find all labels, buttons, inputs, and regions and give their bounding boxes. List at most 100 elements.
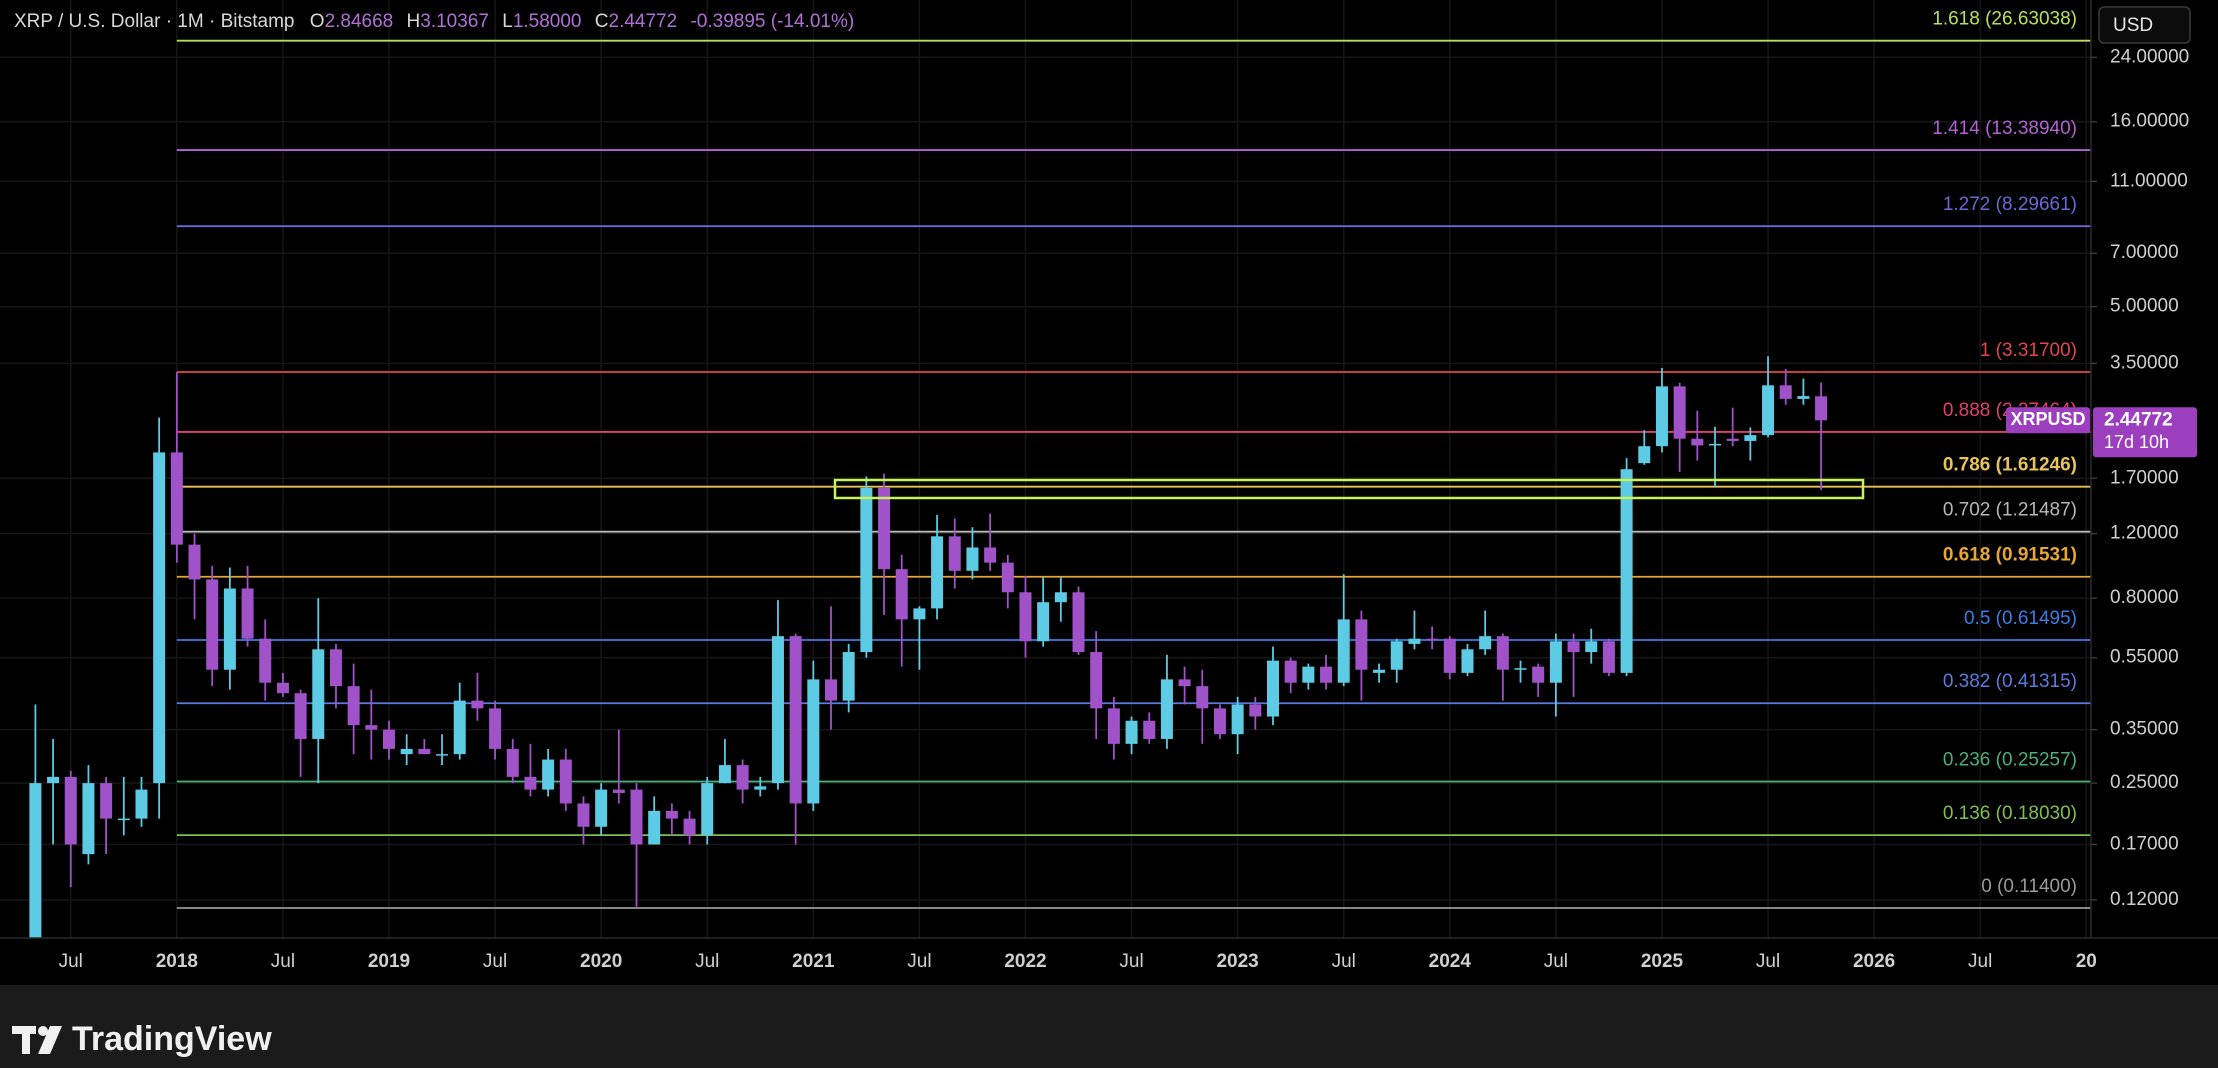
- candle-body: [1160, 679, 1173, 739]
- candle-body: [1638, 446, 1651, 464]
- candle-body: [1426, 638, 1439, 641]
- logo-part: [38, 1026, 62, 1054]
- x-tick-label: 2019: [368, 951, 410, 972]
- candle-body: [1532, 666, 1545, 683]
- candle-body: [931, 536, 944, 609]
- currency-label[interactable]: USD: [2113, 15, 2153, 36]
- candle-body: [82, 783, 95, 855]
- fib-label: 0.236 (0.25257): [1943, 750, 2077, 771]
- candle-body: [1125, 720, 1138, 744]
- x-tick-label: Jul: [1119, 951, 1143, 972]
- candle-body: [47, 776, 60, 784]
- candle-body: [453, 700, 466, 755]
- candle-body: [665, 810, 678, 819]
- candle-body: [1284, 660, 1297, 683]
- y-tick-label: 7.00000: [2110, 242, 2179, 263]
- y-tick-label: 16.00000: [2110, 111, 2189, 132]
- candle-body: [842, 652, 855, 701]
- x-tick-label: Jul: [1332, 951, 1356, 972]
- candle-body: [984, 547, 997, 563]
- candle-body: [1797, 396, 1810, 399]
- badge-countdown: 17d 10h: [2104, 432, 2169, 452]
- candle-body: [1037, 602, 1050, 642]
- candle-body: [1779, 385, 1792, 399]
- x-tick-label: 2024: [1429, 951, 1472, 972]
- candle-body: [948, 536, 961, 571]
- candle-body: [64, 776, 77, 845]
- brand-name[interactable]: TradingView: [72, 1020, 272, 1058]
- candle-body: [436, 754, 449, 756]
- candle-body: [1408, 638, 1421, 644]
- candle-body: [1001, 562, 1014, 593]
- y-tick-label: 0.55000: [2110, 647, 2179, 668]
- fib-label: 1.272 (8.29661): [1943, 194, 2077, 215]
- y-tick-label: 24.00000: [2110, 46, 2189, 67]
- candle-body: [206, 579, 219, 670]
- fib-label: 0.618 (0.91531): [1943, 545, 2077, 566]
- fib-label: 0.786 (1.61246): [1943, 455, 2077, 476]
- candle-body: [170, 452, 183, 545]
- badge-symbol: XRPUSD: [2010, 409, 2085, 429]
- candle-body: [524, 776, 537, 790]
- candle-body: [1655, 386, 1668, 447]
- candle-body: [1461, 649, 1474, 673]
- candle-body: [1815, 396, 1828, 421]
- candle-body: [1213, 708, 1226, 735]
- fib-label: 0.136 (0.18030): [1943, 803, 2077, 824]
- candle-body: [383, 729, 395, 749]
- candle-body: [1337, 619, 1350, 683]
- x-tick-label: Jul: [1544, 951, 1568, 972]
- currency-button[interactable]: [2098, 6, 2191, 44]
- candle-body: [153, 452, 166, 784]
- price-change: -0.39895 (-14.01%): [690, 11, 854, 32]
- candle-body: [1143, 720, 1156, 739]
- ohlc-value: 3.10367: [420, 11, 489, 32]
- fib-label: 0.5 (0.61495): [1964, 608, 2077, 629]
- x-tick-label: Jul: [483, 951, 507, 972]
- candle-body: [1443, 638, 1456, 673]
- x-tick-label: 2026: [1853, 951, 1895, 972]
- candle-body: [966, 547, 979, 571]
- candle-body: [276, 682, 289, 694]
- candle-body: [754, 786, 767, 790]
- candle-body: [329, 649, 342, 687]
- candle-body: [1054, 592, 1067, 603]
- candle-body: [1585, 641, 1598, 653]
- y-tick-label: 0.80000: [2110, 587, 2179, 608]
- candle-body: [1496, 636, 1509, 670]
- candles: [29, 356, 1828, 938]
- x-tick-label: 2021: [792, 951, 835, 972]
- x-tick-label: 20: [2076, 951, 2097, 972]
- candle-body: [683, 818, 696, 836]
- footer: [0, 985, 2218, 1068]
- badge-price-bg: [2093, 407, 2197, 458]
- candle-body: [1549, 641, 1562, 683]
- y-tick-label: 1.20000: [2110, 523, 2179, 544]
- symbol-title: XRP / U.S. Dollar · 1M · Bitstamp: [14, 11, 295, 32]
- candle-body: [1107, 708, 1120, 744]
- candle-body: [312, 649, 325, 739]
- candle-body: [1762, 385, 1775, 436]
- candle-body: [400, 748, 413, 755]
- x-tick-label: Jul: [907, 951, 931, 972]
- candle-body: [1320, 666, 1333, 683]
- candle-body: [595, 789, 608, 827]
- candle-body: [1390, 641, 1403, 670]
- candle-body: [100, 783, 113, 819]
- y-tick-label: 0.35000: [2110, 719, 2179, 740]
- y-tick-label: 5.00000: [2110, 296, 2179, 317]
- candle-body: [771, 636, 784, 784]
- candle-body: [347, 686, 360, 726]
- brand-logo: [12, 1026, 62, 1054]
- candle-body: [241, 588, 254, 639]
- fib-label: 1.618 (26.63038): [1932, 9, 2077, 30]
- x-tick-label: Jul: [271, 951, 295, 972]
- ohlc-key: L: [502, 11, 513, 32]
- x-tick-label: 2025: [1641, 951, 1684, 972]
- candle-body: [913, 608, 926, 620]
- candle-body: [29, 783, 42, 938]
- logo-part: [22, 1026, 30, 1054]
